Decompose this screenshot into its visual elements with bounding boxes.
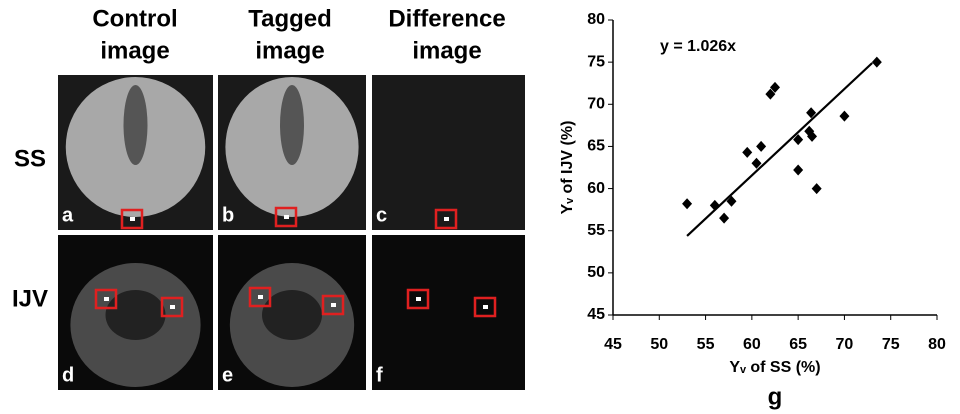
column-header: image: [100, 37, 169, 64]
point: [793, 165, 803, 176]
y-tick-label: 70: [587, 96, 605, 113]
y-tick-label: 60: [587, 180, 605, 197]
x-tick-label: 45: [604, 336, 622, 353]
y-tick-label: 65: [587, 138, 605, 155]
annotation: y = 1.026x: [660, 38, 736, 55]
mri-image: [372, 235, 525, 390]
x-tick-label: 80: [928, 336, 946, 353]
column-header: Control: [92, 5, 177, 32]
roi-signal: [284, 215, 289, 219]
roi-signal: [258, 295, 263, 299]
point: [839, 111, 849, 122]
column-header: image: [255, 37, 324, 64]
brain-dark: [106, 290, 166, 340]
row-label: IJV: [12, 285, 48, 312]
panel-letter: e: [222, 364, 233, 386]
y-tick-label: 80: [587, 11, 605, 28]
panel-letter: f: [376, 364, 383, 386]
point: [742, 147, 752, 158]
x-tick-label: 70: [836, 336, 854, 353]
column-header: image: [412, 37, 481, 64]
panel-letter: a: [62, 204, 74, 226]
panel-letter: d: [62, 364, 74, 386]
panel-label: g: [768, 383, 783, 410]
mri-image: [372, 75, 525, 230]
y-tick-label: 50: [587, 264, 605, 281]
x-axis-label: Yᵥ of SS (%): [729, 359, 820, 376]
roi-signal: [416, 297, 421, 301]
point: [812, 183, 822, 194]
roi-signal: [483, 305, 488, 309]
brain-dark: [124, 85, 148, 165]
row-label: SS: [14, 145, 46, 172]
roi-signal: [170, 305, 175, 309]
y-tick-label: 45: [587, 306, 605, 323]
x-tick-label: 55: [697, 336, 715, 353]
panel-letter: b: [222, 204, 234, 226]
y-tick-label: 75: [587, 53, 605, 70]
point: [682, 198, 692, 209]
roi-signal: [104, 297, 109, 301]
point: [872, 57, 882, 68]
roi-signal: [331, 303, 336, 307]
point: [756, 141, 766, 152]
y-axis-label: Yᵥ of IJV (%): [559, 121, 576, 215]
x-tick-label: 50: [650, 336, 668, 353]
column-header: Tagged: [248, 5, 332, 32]
x-tick-label: 65: [789, 336, 807, 353]
point: [710, 200, 720, 211]
brain-dark: [280, 85, 304, 165]
figure: a b c d e f Control image Tagged image Difference i…: [0, 0, 960, 414]
x-tick-label: 60: [743, 336, 761, 353]
x-tick-label: 75: [882, 336, 900, 353]
column-header: Difference: [388, 5, 505, 32]
roi-signal: [130, 217, 135, 221]
roi-signal: [444, 217, 449, 221]
y-tick-label: 55: [587, 222, 605, 239]
panel-letter: c: [376, 204, 387, 226]
point: [719, 213, 729, 224]
